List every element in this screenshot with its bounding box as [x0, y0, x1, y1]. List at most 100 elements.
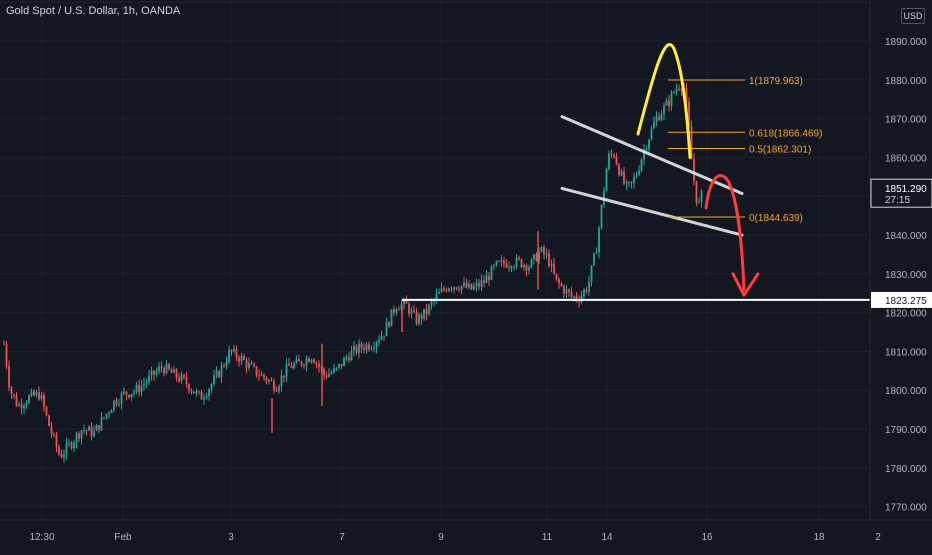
candle-body — [545, 253, 548, 255]
drawings[interactable]: 1(1879.963) 0.618(1866.469) 0.5(1862.301) 0… — [402, 43, 870, 301]
candle-body — [523, 264, 525, 268]
fib-level-label: 0.5(1862.301) — [749, 144, 811, 155]
candle-body — [688, 101, 690, 127]
candle-body — [243, 356, 245, 360]
time-tick-label: 9 — [438, 532, 444, 543]
candle-body — [248, 363, 250, 368]
candle-body — [223, 365, 225, 367]
candle-body — [90, 426, 93, 437]
candle-body — [350, 350, 353, 361]
candle-body — [625, 182, 628, 184]
time-tick-label: 3 — [228, 532, 234, 543]
candle-body — [440, 288, 443, 293]
candle-body — [68, 442, 70, 444]
candle-body — [135, 385, 138, 392]
candle-body — [435, 293, 438, 300]
candle-body — [563, 286, 565, 294]
candle-body — [313, 359, 315, 364]
candle-body — [670, 92, 673, 106]
candle-body — [373, 347, 375, 349]
candle-body — [70, 442, 73, 449]
yellow-arc[interactable] — [636, 43, 692, 159]
time-axis[interactable]: 12:30 Feb 3 7 9 11 14 16 18 2 — [29, 532, 881, 543]
candle-body — [15, 396, 18, 406]
candle-body — [60, 454, 63, 458]
candle-body — [380, 335, 383, 340]
currency-badge[interactable]: USD — [901, 8, 925, 24]
support-level-value: 1823.275 — [885, 296, 927, 307]
candle-body — [635, 174, 638, 178]
candle-body — [318, 363, 320, 368]
candle-body — [675, 89, 678, 92]
candle-body — [195, 391, 198, 394]
candle-body — [228, 350, 230, 363]
channel-lower-line[interactable] — [560, 186, 744, 237]
candle-body — [590, 265, 593, 282]
candle-body — [348, 357, 350, 361]
candle-body — [263, 374, 265, 378]
candle-body — [668, 100, 670, 106]
candle-body — [290, 365, 293, 369]
candle-body — [328, 373, 330, 377]
candle-body — [213, 375, 215, 385]
time-tick-label: 2 — [875, 532, 881, 543]
price-tick-label: 1890.000 — [885, 37, 927, 48]
current-price-tag — [870, 178, 932, 208]
candle-body — [108, 412, 110, 414]
candle-body — [465, 282, 468, 288]
price-tick-label: 1880.000 — [885, 76, 927, 87]
candle-body — [388, 322, 390, 327]
candle-body — [225, 362, 228, 366]
candle-body — [663, 105, 665, 115]
candle-body — [155, 371, 158, 375]
candle-body — [548, 253, 550, 266]
candle-body — [600, 204, 603, 228]
candle-body — [63, 454, 65, 458]
candle-body — [343, 357, 345, 367]
candle-body — [573, 296, 575, 298]
fib-level-label: 0(1844.639) — [749, 213, 803, 224]
candle-body — [360, 343, 363, 349]
candle-body — [93, 431, 95, 437]
candle-body — [415, 311, 418, 324]
candle-body — [103, 417, 105, 419]
candle-body — [100, 417, 103, 431]
candle-body — [485, 275, 488, 283]
candle-body — [620, 171, 623, 176]
grid-lines — [0, 0, 879, 520]
current-price-value: 1851.290 — [885, 184, 927, 195]
candle-body — [138, 385, 140, 392]
candle-body — [50, 426, 53, 435]
candle-body — [208, 389, 210, 396]
price-tick-label: 1840.000 — [885, 231, 927, 242]
candle-body — [40, 394, 43, 400]
candle-body — [583, 289, 585, 297]
price-axis-background — [870, 0, 932, 520]
candle-body — [605, 169, 608, 191]
candle-body — [628, 181, 630, 183]
time-tick-label: 18 — [813, 532, 825, 543]
candle-body — [613, 154, 615, 157]
candle-body — [365, 344, 368, 351]
candle-body — [690, 126, 693, 160]
candle-body — [378, 339, 380, 343]
candle-body — [143, 383, 145, 386]
candle-body — [278, 386, 280, 392]
red-projection-arc[interactable] — [704, 174, 746, 291]
candle-body — [358, 343, 360, 353]
candle-body — [453, 287, 455, 290]
time-tick-label: 12:30 — [29, 532, 54, 543]
candle-body — [495, 261, 498, 266]
candle-body — [293, 363, 295, 369]
price-tick-label: 1810.000 — [885, 347, 927, 358]
candle-body — [510, 266, 513, 268]
candle-body — [678, 89, 680, 91]
candle-body — [45, 406, 48, 416]
candle-body — [445, 289, 448, 292]
candle-body — [180, 374, 183, 382]
candle-body — [643, 149, 645, 160]
time-tick-label: 14 — [601, 532, 613, 543]
